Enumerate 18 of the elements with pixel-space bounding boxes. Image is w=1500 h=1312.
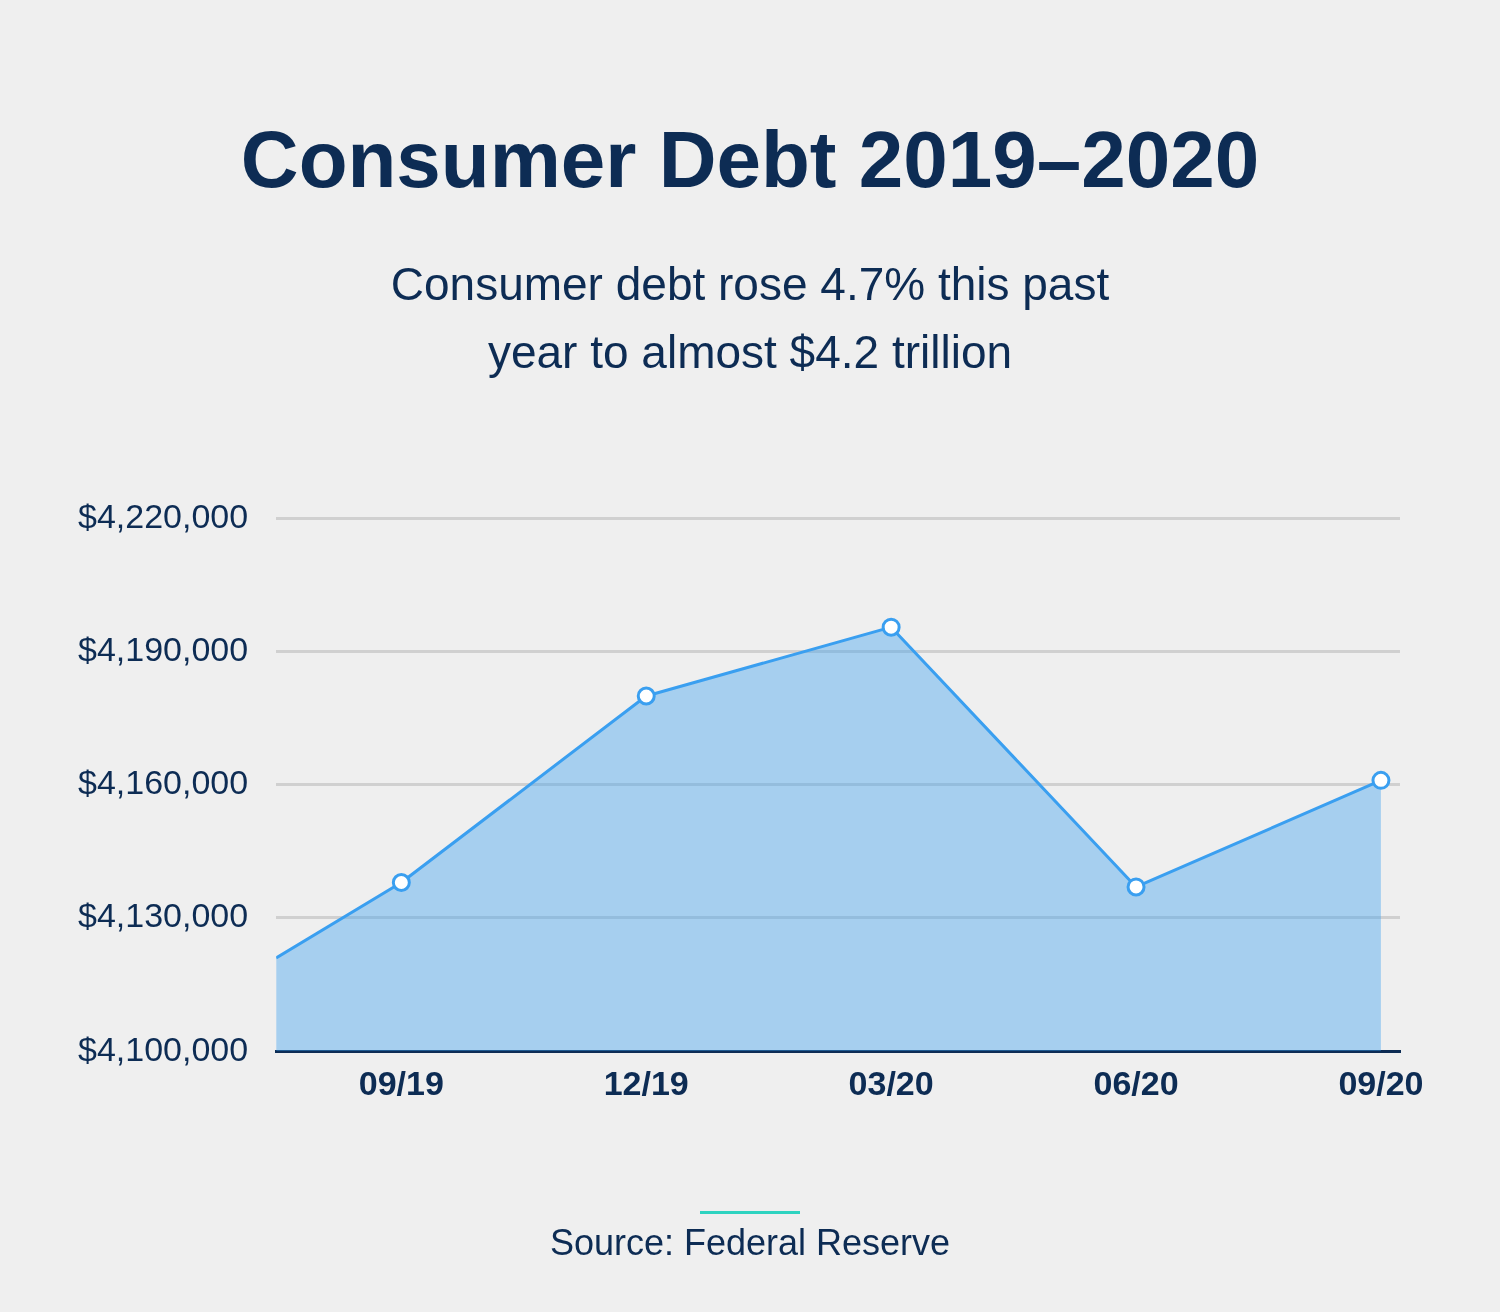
point [1126,877,1146,897]
y-tick-label: $4,160,000 [77,763,249,802]
y-tick-label: $4,220,000 [77,496,249,535]
x-tick-label: 09/19 [358,1063,444,1102]
point [881,617,901,637]
chart-subtitle: Consumer debt rose 4.7% this past year to almost $4.2 trillion [389,257,1111,380]
y-tick-label: $4,100,000 [77,1029,249,1068]
x-tick-label: 09/20 [1338,1063,1424,1102]
x-tick-label: 03/20 [848,1063,934,1102]
point [391,872,411,892]
source-note: Source: Federal Reserve [548,1222,952,1264]
y-tick-label: $4,190,000 [77,629,249,668]
point [636,686,656,706]
x-tick-label: 12/19 [603,1063,689,1102]
point [1371,770,1391,790]
x-tick-label: 06/20 [1093,1063,1179,1102]
chart-title: Consumer Debt 2019–2020 [239,114,1261,206]
y-tick-label: $4,130,000 [77,896,249,935]
